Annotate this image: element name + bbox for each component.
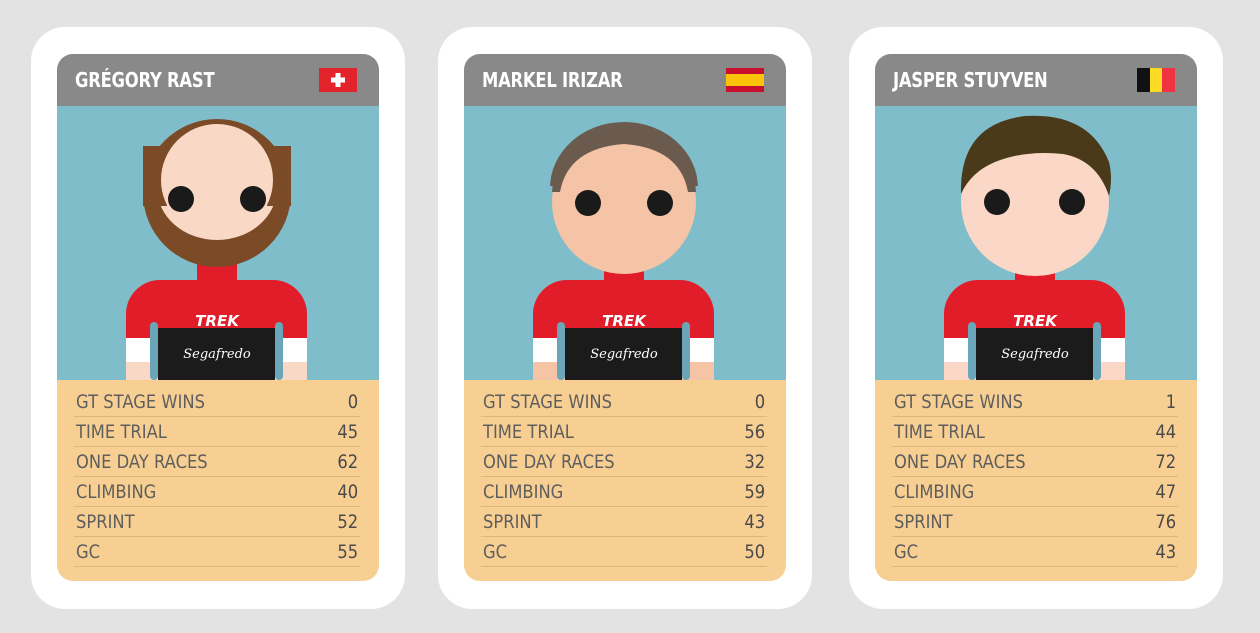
stats-table: GT STAGE WINS 0 TIME TRIAL 45 ONE DAY RACE… xyxy=(74,388,360,568)
card-header: MARKEL IRIZAR xyxy=(464,54,786,106)
stats-table: GT STAGE WINS 0 TIME TRIAL 56 ONE DAY RACE… xyxy=(481,388,767,568)
stat-label: ONE DAY RACES xyxy=(76,451,208,473)
stat-row: SPRINT 76 xyxy=(892,508,1178,537)
stat-value: 55 xyxy=(337,541,358,563)
stat-row: SPRINT 52 xyxy=(74,508,360,537)
stat-label: GT STAGE WINS xyxy=(483,391,612,413)
stat-label: GC xyxy=(894,541,919,563)
stat-row: ONE DAY RACES 72 xyxy=(892,448,1178,477)
card-header: GRÉGORY RAST xyxy=(57,54,379,106)
stat-value: 44 xyxy=(1155,421,1176,443)
stat-value: 1 xyxy=(1165,391,1176,413)
stat-row: TIME TRIAL 45 xyxy=(74,418,360,447)
card-header: JASPER STUYVEN xyxy=(875,54,1197,106)
rider-portrait: TREK Segafredo xyxy=(464,106,786,380)
card-face: MARKEL IRIZAR TREK Segafredo xyxy=(464,54,786,581)
stat-label: TIME TRIAL xyxy=(894,421,985,443)
stat-label: GC xyxy=(76,541,101,563)
rider-portrait: TREK Segafredo xyxy=(875,106,1197,380)
stat-value: 59 xyxy=(744,481,765,503)
stat-row: GT STAGE WINS 1 xyxy=(892,388,1178,417)
segafredo-logo: Segafredo xyxy=(183,347,251,362)
stats-table: GT STAGE WINS 1 TIME TRIAL 44 ONE DAY RACE… xyxy=(892,388,1178,568)
stat-value: 0 xyxy=(347,391,358,413)
stat-row: CLIMBING 40 xyxy=(74,478,360,507)
rider-name: JASPER STUYVEN xyxy=(893,68,1048,92)
stat-value: 40 xyxy=(337,481,358,503)
stat-label: GT STAGE WINS xyxy=(76,391,205,413)
stat-row: ONE DAY RACES 32 xyxy=(481,448,767,477)
stat-label: SPRINT xyxy=(483,511,542,533)
stat-value: 72 xyxy=(1155,451,1176,473)
trek-logo: TREK xyxy=(602,312,647,330)
stat-row: GT STAGE WINS 0 xyxy=(74,388,360,417)
stat-row: SPRINT 43 xyxy=(481,508,767,537)
rider-name: GRÉGORY RAST xyxy=(75,68,215,92)
stat-value: 32 xyxy=(744,451,765,473)
trek-logo: TREK xyxy=(195,312,240,330)
rider-portrait: TREK Segafredo xyxy=(57,106,379,380)
stat-row: ONE DAY RACES 62 xyxy=(74,448,360,477)
stat-value: 62 xyxy=(337,451,358,473)
stat-label: TIME TRIAL xyxy=(483,421,574,443)
card-face: JASPER STUYVEN TREK Segafredo xyxy=(875,54,1197,581)
stat-value: 45 xyxy=(337,421,358,443)
segafredo-logo: Segafredo xyxy=(1001,347,1069,362)
stat-value: 43 xyxy=(1155,541,1176,563)
stat-value: 76 xyxy=(1155,511,1176,533)
trek-logo: TREK xyxy=(1013,312,1058,330)
segafredo-logo: Segafredo xyxy=(590,347,658,362)
rider-card-stuyven[interactable]: JASPER STUYVEN TREK Segafredo xyxy=(849,27,1223,609)
stat-label: GT STAGE WINS xyxy=(894,391,1023,413)
rider-card-rast[interactable]: GRÉGORY RAST TREK Segafredo xyxy=(31,27,405,609)
stat-value: 52 xyxy=(337,511,358,533)
stat-label: SPRINT xyxy=(76,511,135,533)
stat-label: CLIMBING xyxy=(76,481,157,503)
stat-row: GT STAGE WINS 0 xyxy=(481,388,767,417)
stat-value: 56 xyxy=(744,421,765,443)
stat-row: TIME TRIAL 44 xyxy=(892,418,1178,447)
stat-label: ONE DAY RACES xyxy=(483,451,615,473)
stat-value: 43 xyxy=(744,511,765,533)
stat-label: TIME TRIAL xyxy=(76,421,167,443)
stat-row: CLIMBING 47 xyxy=(892,478,1178,507)
stat-label: ONE DAY RACES xyxy=(894,451,1026,473)
rider-name: MARKEL IRIZAR xyxy=(482,68,623,92)
swiss-flag-icon xyxy=(319,68,357,92)
stat-label: CLIMBING xyxy=(483,481,564,503)
rider-card-irizar[interactable]: MARKEL IRIZAR TREK Segafredo xyxy=(438,27,812,609)
stat-value: 47 xyxy=(1155,481,1176,503)
stat-row: CLIMBING 59 xyxy=(481,478,767,507)
card-face: GRÉGORY RAST TREK Segafredo xyxy=(57,54,379,581)
stat-row: GC 43 xyxy=(892,538,1178,567)
stat-label: CLIMBING xyxy=(894,481,975,503)
stat-label: GC xyxy=(483,541,508,563)
stat-row: GC 50 xyxy=(481,538,767,567)
stat-value: 50 xyxy=(744,541,765,563)
belgian-flag-icon xyxy=(1137,68,1175,92)
spanish-flag-icon xyxy=(726,68,764,92)
stat-row: GC 55 xyxy=(74,538,360,567)
stat-value: 0 xyxy=(754,391,765,413)
stat-label: SPRINT xyxy=(894,511,953,533)
stat-row: TIME TRIAL 56 xyxy=(481,418,767,447)
